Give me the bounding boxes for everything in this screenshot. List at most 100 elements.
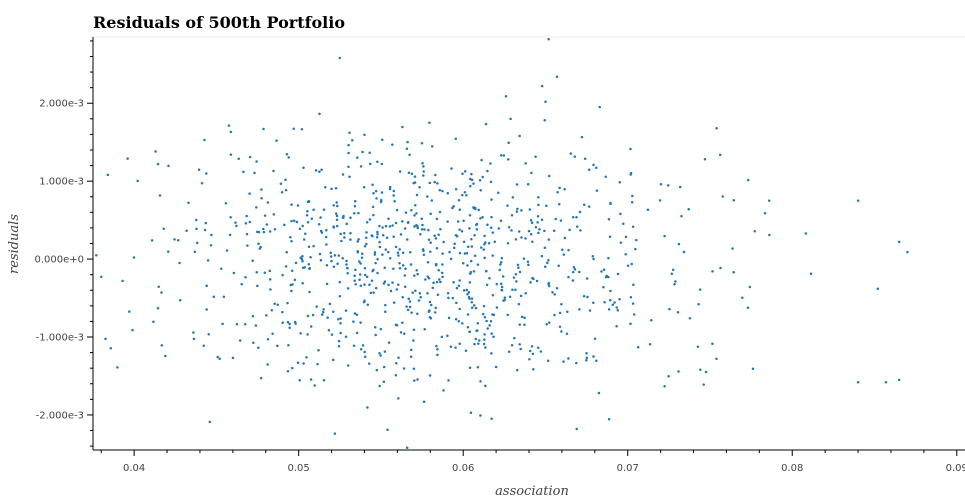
data-point <box>237 157 240 161</box>
data-point <box>630 201 634 204</box>
data-point <box>629 147 632 151</box>
data-point <box>500 256 504 260</box>
data-point <box>257 230 261 234</box>
data-point <box>289 235 292 239</box>
data-point <box>668 307 671 311</box>
data-point <box>332 204 335 207</box>
data-point <box>553 313 556 317</box>
data-point <box>296 204 300 207</box>
data-point <box>369 291 373 295</box>
data-point <box>409 355 413 358</box>
data-point <box>298 378 301 382</box>
data-point <box>446 191 450 195</box>
data-point <box>516 263 520 267</box>
data-point <box>235 224 238 228</box>
data-point <box>514 238 518 241</box>
data-point <box>518 134 521 138</box>
data-point <box>732 271 735 274</box>
data-point <box>413 379 416 382</box>
data-point <box>671 268 675 272</box>
data-point <box>465 251 469 255</box>
data-point <box>663 384 666 388</box>
data-point <box>391 281 394 284</box>
data-point <box>388 225 392 228</box>
data-point <box>244 222 248 225</box>
data-point <box>499 219 503 223</box>
data-point <box>178 299 182 302</box>
data-point <box>167 164 170 168</box>
data-point <box>449 257 453 261</box>
y-tick-label: -2.000e-3 <box>36 410 84 421</box>
data-point <box>360 256 364 259</box>
data-point <box>454 233 458 237</box>
data-point <box>482 248 486 251</box>
data-point <box>160 291 163 294</box>
data-point <box>572 266 576 269</box>
data-point <box>192 331 195 334</box>
data-point <box>476 329 479 332</box>
data-point <box>395 208 399 212</box>
data-point <box>356 156 359 159</box>
data-point <box>220 267 223 270</box>
data-point <box>512 276 516 279</box>
data-point <box>156 162 160 166</box>
data-point <box>558 203 561 206</box>
data-point <box>480 246 483 249</box>
data-point <box>357 238 360 241</box>
data-point <box>348 175 351 179</box>
data-point <box>856 199 860 202</box>
data-point <box>328 302 332 306</box>
data-point <box>332 265 336 268</box>
data-point <box>365 231 368 234</box>
data-point <box>221 322 224 326</box>
data-point <box>204 221 208 225</box>
data-point <box>567 248 570 252</box>
data-point <box>344 309 348 312</box>
data-point <box>486 169 489 173</box>
data-point <box>387 217 390 221</box>
data-point <box>499 263 502 266</box>
data-point <box>406 238 409 241</box>
data-point <box>426 291 429 295</box>
data-point <box>575 361 578 365</box>
data-point <box>607 308 611 311</box>
data-point <box>547 284 551 288</box>
data-point <box>403 274 407 277</box>
data-point <box>276 344 279 348</box>
data-point <box>618 297 621 301</box>
data-point <box>414 204 417 207</box>
data-point <box>333 432 337 435</box>
data-point <box>442 240 445 244</box>
data-point <box>422 170 425 173</box>
data-point <box>373 253 377 256</box>
data-point <box>667 374 670 378</box>
data-point <box>420 217 424 221</box>
data-point <box>619 241 623 244</box>
data-point <box>629 295 633 299</box>
data-point <box>357 211 360 215</box>
data-point <box>431 286 435 290</box>
data-point <box>595 359 598 362</box>
data-point <box>408 300 412 303</box>
data-point <box>305 214 309 217</box>
data-point <box>544 100 547 103</box>
data-point <box>687 207 690 211</box>
data-point <box>343 236 346 239</box>
data-point <box>517 302 521 306</box>
data-point <box>434 237 438 240</box>
data-point <box>592 257 595 261</box>
data-point <box>158 194 162 197</box>
data-point <box>344 335 348 339</box>
data-point <box>495 282 499 286</box>
data-point <box>530 171 533 175</box>
data-point <box>532 367 535 371</box>
data-point <box>406 308 410 312</box>
data-point <box>680 214 683 218</box>
data-point <box>152 320 155 324</box>
data-point <box>558 311 562 315</box>
data-point <box>462 289 466 292</box>
data-point <box>353 205 357 208</box>
data-point <box>403 285 407 288</box>
data-point <box>348 131 351 135</box>
data-point <box>585 356 589 360</box>
